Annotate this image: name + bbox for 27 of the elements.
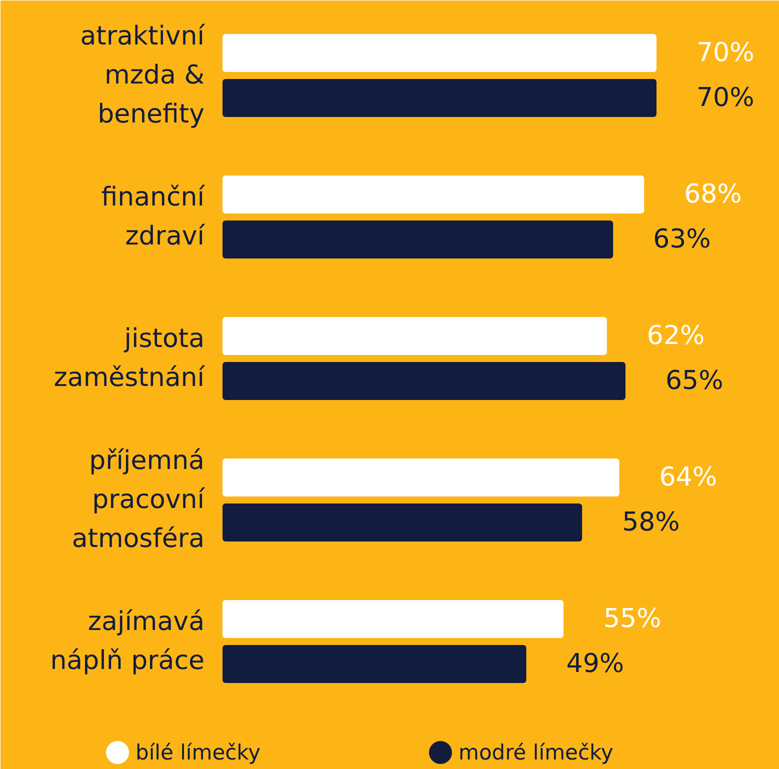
y-tick-label: jistota zaměstnání — [54, 324, 206, 393]
bar — [222, 504, 582, 542]
data-label: 64% — [659, 462, 718, 492]
data-label: 70% — [696, 83, 754, 113]
data-label: 63% — [653, 224, 711, 254]
data-label: 58% — [622, 508, 680, 538]
legend-label: modré límečky — [458, 740, 614, 764]
data-label: 62% — [646, 321, 705, 351]
bar — [222, 34, 656, 72]
y-tick-label: atraktivní mzda & benefity — [80, 22, 206, 130]
data-label: 49% — [566, 649, 624, 679]
bar — [222, 600, 564, 638]
data-label: 65% — [666, 366, 724, 396]
y-tick-label: zajímavá náplň práce — [50, 607, 205, 676]
legend-label: bílé límečky — [136, 740, 261, 764]
bar — [222, 176, 644, 214]
bar — [222, 79, 656, 117]
bar — [222, 458, 620, 496]
y-tick-label: příjemná pracovní atmosféra — [72, 446, 206, 554]
data-label: 68% — [684, 180, 742, 210]
bar — [222, 220, 614, 258]
bar — [222, 362, 626, 400]
data-label: 70% — [696, 38, 754, 68]
data-label: 55% — [604, 604, 662, 634]
y-tick-label: finanční zdraví — [101, 182, 206, 252]
bar — [222, 317, 607, 355]
bar — [222, 645, 526, 683]
